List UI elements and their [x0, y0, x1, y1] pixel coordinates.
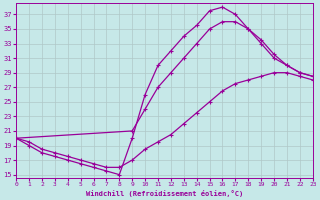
X-axis label: Windchill (Refroidissement éolien,°C): Windchill (Refroidissement éolien,°C)	[86, 190, 243, 197]
